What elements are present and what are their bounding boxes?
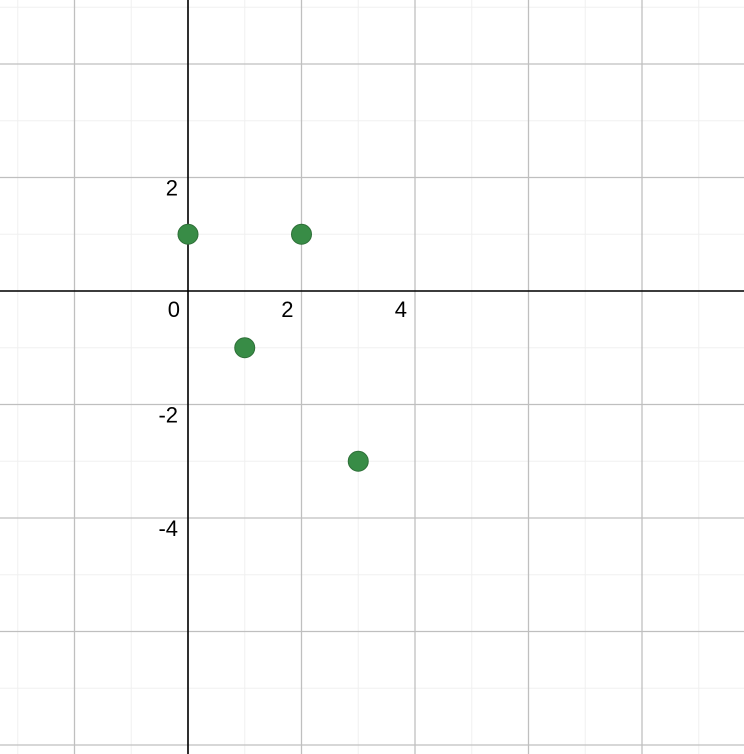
axes <box>0 0 744 754</box>
minor-gridlines <box>0 0 744 754</box>
x-tick-label: 4 <box>395 297 407 322</box>
y-tick-label: -2 <box>158 403 178 428</box>
y-tick-label: -4 <box>158 516 178 541</box>
x-tick-label: 2 <box>281 297 293 322</box>
scatter-point[interactable] <box>178 224 198 244</box>
y-tick-label: 2 <box>166 176 178 201</box>
major-gridlines <box>0 0 744 754</box>
scatter-point[interactable] <box>348 451 368 471</box>
scatter-point[interactable] <box>235 338 255 358</box>
x-tick-label: 0 <box>168 297 180 322</box>
scatter-plot: 0 2 4 2 -2 -4 <box>0 0 744 754</box>
scatter-point[interactable] <box>292 224 312 244</box>
